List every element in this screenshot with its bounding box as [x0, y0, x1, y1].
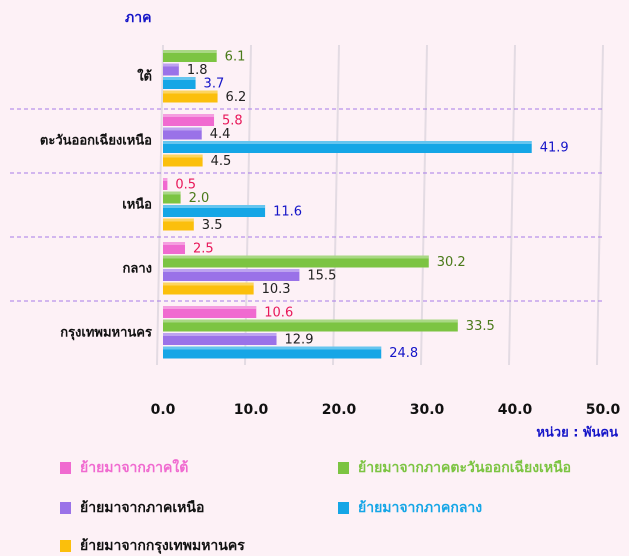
y-tick-label: กลาง	[123, 262, 153, 277]
bar	[163, 269, 300, 281]
bar-top	[163, 63, 179, 67]
grid-line	[420, 44, 428, 366]
bar	[163, 178, 168, 190]
bar	[163, 90, 218, 103]
y-tick-label: ใต้	[137, 68, 152, 85]
value-label: 10.3	[262, 282, 291, 297]
grid-line	[332, 44, 340, 366]
legend-swatch	[60, 540, 71, 552]
value-label: 1.8	[187, 63, 208, 78]
value-label: 0.5	[175, 178, 196, 193]
value-label: 4.5	[211, 154, 232, 169]
unit-label: หน่วย : พันคน	[536, 426, 618, 441]
value-label: 15.5	[307, 269, 336, 284]
x-tick-label: 20.0	[322, 402, 357, 418]
bar	[163, 191, 181, 204]
value-label: 6.1	[225, 50, 246, 65]
bar	[163, 218, 194, 231]
legend-swatch	[60, 462, 71, 474]
legend-swatch	[338, 462, 349, 474]
x-tick-label: 40.0	[498, 402, 533, 418]
value-label: 41.9	[540, 141, 569, 156]
y-tick-label: กรุงเทพมหานคร	[60, 326, 152, 341]
x-tick-label: 50.0	[586, 402, 621, 418]
bar-top	[163, 114, 215, 117]
bar	[163, 77, 196, 89]
value-label: 24.8	[389, 346, 418, 361]
legend-label: ย้ายมาจากกรุงเทพมหานคร	[80, 538, 245, 554]
bar-top	[163, 282, 254, 286]
bar	[163, 205, 266, 217]
bar-top	[163, 269, 300, 272]
y-axis-title: ภาค	[125, 10, 151, 26]
bar	[163, 127, 202, 140]
bar-top	[163, 90, 218, 94]
bar	[163, 141, 532, 153]
y-tick-label: ตะวันออกเฉียงเหนือ	[40, 133, 152, 149]
legend-label: ย้ายมาจากภาคตะวันออกเฉียงเหนือ	[358, 460, 571, 476]
grid-line	[596, 44, 604, 366]
x-tick-label: 0.0	[151, 402, 176, 418]
legend-label: ย้ายมาจากภาคใต้	[80, 458, 188, 476]
bar-top	[163, 306, 257, 309]
value-label: 6.2	[226, 90, 247, 105]
x-tick-label: 30.0	[410, 402, 445, 418]
bar	[163, 154, 203, 167]
value-label: 30.2	[437, 255, 466, 270]
legend-swatch	[338, 502, 349, 514]
value-label: 33.5	[466, 319, 495, 334]
value-label: 10.6	[264, 306, 293, 321]
bar-top	[163, 77, 196, 80]
value-label: 11.6	[273, 205, 302, 220]
bar-top	[163, 178, 168, 181]
value-label: 4.4	[210, 127, 231, 142]
bar-top	[163, 50, 217, 53]
bar	[163, 50, 217, 62]
bar	[163, 306, 257, 318]
grid-line	[508, 44, 516, 366]
bar-top	[163, 141, 532, 144]
value-label: 2.5	[193, 242, 214, 257]
legend-label: ย้ายมาจากภาคเหนือ	[80, 500, 204, 516]
bar-top	[163, 127, 202, 131]
x-tick-label: 10.0	[234, 402, 269, 418]
value-label: 12.9	[285, 333, 314, 348]
bar	[163, 333, 277, 345]
bar-top	[163, 218, 194, 222]
legend-label: ย้ายมาจากภาคกลาง	[358, 500, 482, 516]
y-tick-label: เหนือ	[122, 197, 152, 213]
bar-top	[163, 242, 185, 245]
bar-top	[163, 191, 181, 195]
value-label: 3.5	[202, 218, 223, 233]
bar	[163, 346, 382, 359]
bar	[163, 114, 215, 126]
value-label: 5.8	[222, 114, 243, 129]
grid-line	[156, 44, 164, 366]
bar-top	[163, 205, 266, 208]
value-label: 2.0	[189, 191, 210, 206]
bar	[163, 319, 458, 332]
bar	[163, 242, 185, 254]
bar-top	[163, 333, 277, 336]
bar	[163, 63, 179, 76]
value-label: 3.7	[204, 77, 225, 92]
bar	[163, 255, 429, 268]
legend-swatch	[60, 502, 71, 514]
bar-top	[163, 154, 203, 158]
bar-top	[163, 346, 382, 350]
bar-top	[163, 319, 458, 323]
bar-top	[163, 255, 429, 259]
bar	[163, 282, 254, 295]
